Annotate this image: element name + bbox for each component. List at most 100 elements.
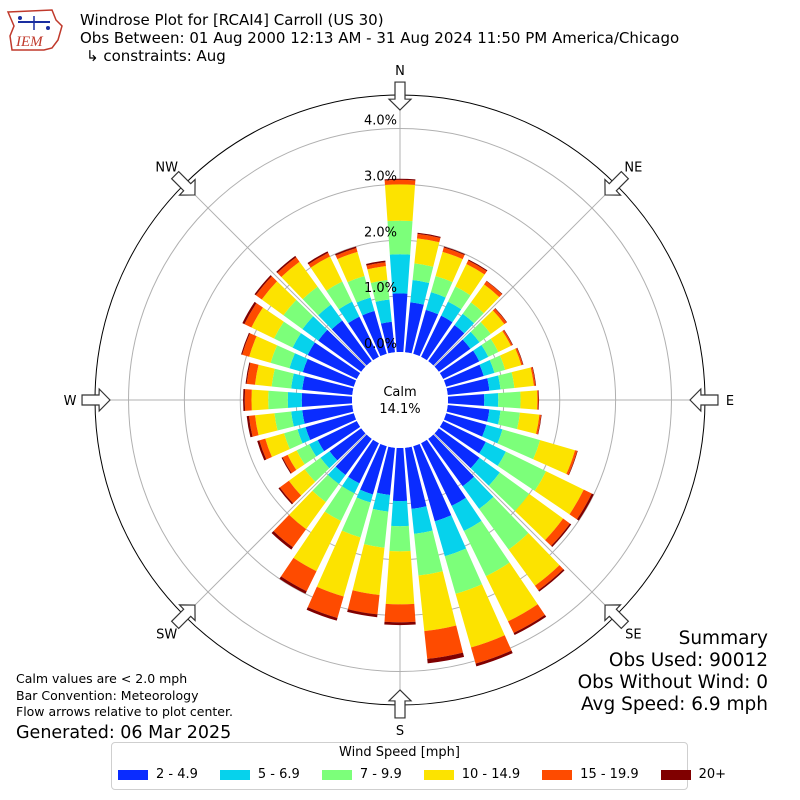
wind-bar-segment (327, 466, 346, 485)
compass-label: SE (625, 627, 641, 642)
legend-swatch (219, 769, 250, 780)
wind-bar-segment (481, 338, 499, 357)
wind-bar-segment (424, 625, 463, 659)
flow-arrows-note: Flow arrows relative to plot center. (16, 704, 233, 719)
wind-bar-segment (520, 390, 538, 410)
wind-bar-segment (486, 280, 503, 295)
wind-bar-segment (538, 569, 565, 592)
wind-bar-segment (341, 497, 371, 538)
wind-bar-segment (254, 275, 272, 296)
wind-bar-segment (480, 310, 505, 335)
wind-bar-segment (307, 586, 344, 618)
wind-bar-segment (347, 590, 380, 615)
compass-label: S (396, 724, 404, 739)
wind-bar-segment (242, 333, 257, 357)
wind-bar-segment (443, 246, 465, 256)
wind-bar-segment (243, 389, 246, 411)
wind-bar-segment (411, 506, 433, 534)
wind-bar-segment (538, 390, 540, 410)
wind-bar-segment (302, 358, 357, 387)
wind-bar-segment (385, 550, 415, 605)
wind-bar-segment (284, 429, 303, 450)
wind-bar-segment (413, 443, 452, 522)
wind-bar-segment (259, 438, 272, 460)
wind-bar-segment (304, 457, 330, 482)
wind-bar-segment (414, 530, 443, 576)
legend-label: 20+ (698, 767, 727, 782)
wind-bar-segment (244, 303, 263, 328)
spoke-line (183, 433, 367, 617)
wind-bar-segment (413, 309, 439, 357)
wind-bar-segment (277, 257, 300, 278)
wind-bar-segment (470, 457, 500, 486)
summary-obs-without-wind: Obs Without Wind: 0 (577, 672, 768, 693)
wind-bar-segment (293, 511, 341, 572)
wind-bar-segment (430, 275, 453, 298)
wind-bar-segment (380, 321, 395, 354)
wind-bar-segment (337, 251, 365, 283)
wind-bar-segment (372, 492, 391, 512)
wind-bar-segment (455, 584, 505, 648)
wind-bar-segment (392, 293, 408, 353)
wind-bar-segment (283, 299, 314, 330)
wind-bar-segment (515, 347, 523, 366)
wind-bar-segment (576, 493, 594, 521)
wind-bar-segment (462, 476, 494, 509)
wind-bar-segment (428, 434, 475, 487)
compass-label: N (395, 64, 405, 79)
legend-swatch (118, 769, 148, 780)
wind-bar-segment (568, 450, 578, 476)
wind-bar-segment (384, 178, 416, 181)
summary-box: Summary Obs Used: 90012 Obs Without Wind… (578, 628, 768, 716)
wind-bar-segment (418, 571, 457, 632)
wind-bar-segment (271, 530, 293, 550)
compass-label: NE (624, 161, 642, 176)
wind-bar-segment (288, 469, 316, 496)
wind-bar-segment (479, 496, 529, 550)
wind-bar-segment (246, 415, 253, 438)
wind-bar-segment (421, 439, 466, 506)
wind-bar-segment (320, 451, 338, 469)
wind-bar-segment (255, 413, 278, 436)
wind-bar-segment (384, 603, 416, 623)
wind-bar-segment (444, 548, 483, 594)
wind-bar-segment (434, 339, 471, 372)
wind-bar-segment (289, 353, 308, 373)
flow-arrow (170, 170, 196, 196)
legend-items: 2 - 4.9 5 - 6.9 7 - 9.9 10 - 14.9 15 - 1… (118, 767, 726, 782)
wind-bar-segment (443, 364, 484, 387)
wind-bar-segment (370, 280, 390, 302)
wind-bar-segment (435, 251, 463, 283)
wind-bar-segment (291, 410, 305, 427)
wind-bar-segment (287, 450, 305, 470)
wind-bar-segment (329, 428, 366, 461)
wind-bar-segment (309, 440, 325, 457)
wind-bar-segment (514, 493, 564, 541)
wind-bar-segment (482, 424, 503, 444)
wind-bar-segment (497, 451, 547, 491)
legend-label: 15 - 19.9 (580, 767, 639, 782)
wind-bar-segment (473, 345, 489, 362)
wind-bar-segment (417, 232, 441, 238)
wind-bar-segment (248, 415, 259, 437)
chart-constraints: ↳ constraints: Aug (86, 47, 226, 65)
chart-notes: Calm values are < 2.0 mph Bar Convention… (16, 671, 233, 744)
wind-bar-segment (485, 562, 538, 622)
legend-item: 20+ (660, 767, 727, 782)
legend-item: 5 - 6.9 (219, 767, 300, 782)
wind-bar-segment (316, 530, 361, 597)
wind-bar-segment (447, 394, 485, 406)
flow-arrow (689, 387, 719, 413)
wind-bar-segment (446, 405, 490, 422)
wind-bar-segment (310, 256, 343, 291)
wind-bar-segment (278, 487, 294, 505)
wind-bar-segment (279, 576, 307, 594)
wind-bar-segment (470, 635, 512, 664)
wind-bar-segment (241, 332, 250, 355)
spoke-line (433, 183, 617, 367)
wind-bar-segment (257, 440, 267, 461)
calm-label: Calm (383, 385, 416, 400)
wind-bars (241, 178, 594, 667)
wind-bar-segment (271, 368, 294, 389)
legend-label: 2 - 4.9 (156, 767, 198, 782)
